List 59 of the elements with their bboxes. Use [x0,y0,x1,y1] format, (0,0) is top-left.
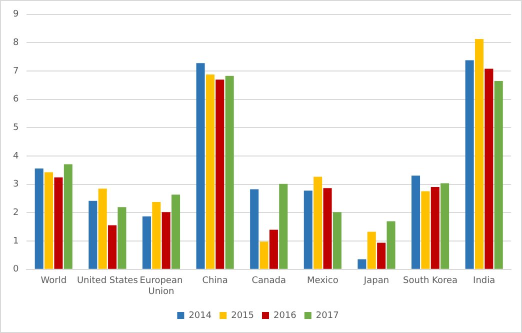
bar [260,242,268,269]
legend-label: 2014 [188,310,212,321]
y-tick-label: 6 [12,94,19,105]
bar [367,232,376,269]
bar [54,177,63,269]
bar [88,200,98,269]
bar [386,221,396,269]
x-tick-label: United States [76,276,138,286]
bar [440,183,450,269]
bar [216,80,224,269]
bar [279,184,288,269]
y-tick-label: 2 [12,208,19,218]
bar [118,207,126,269]
bar [250,189,259,269]
bar [162,212,170,269]
bar [225,76,234,269]
y-tick-label: 7 [12,66,19,76]
bar [323,188,332,269]
y-tick-label: 9 [12,10,19,20]
bar [358,259,366,269]
bar [304,190,312,269]
bar [98,188,107,269]
bar [44,172,54,269]
bar [465,60,474,269]
bar [64,164,72,269]
x-tick-label: Japan [362,276,390,286]
bar [494,80,503,269]
x-tick-label: Canada [252,276,286,286]
bar [377,242,386,269]
x-tick-label: India [473,276,496,286]
legend-label: 2015 [231,310,254,321]
bar [421,191,430,269]
bar [412,176,420,269]
bar [172,194,180,269]
y-tick-label: 0 [12,264,19,275]
bar [196,63,205,269]
y-tick-label: 3 [12,180,19,190]
bar [142,216,151,269]
bar [484,68,494,269]
x-tick-label: European Union [140,276,183,297]
bar [474,39,484,269]
bar [206,74,214,269]
y-tick-label: 8 [12,38,19,48]
y-tick-label: 4 [12,151,19,162]
x-tick-label: South Korea [403,276,458,286]
bar [430,186,440,269]
bar [34,168,44,269]
y-tick-label: 1 [12,236,19,246]
x-tick-label: China [202,276,228,286]
y-tick-label: 5 [12,123,19,134]
bar [152,202,161,269]
legend-label: 2017 [316,310,339,321]
bar [108,225,117,269]
bar [314,176,322,269]
bar [269,230,278,269]
x-tick-label: Mexico [306,276,339,286]
legend-label: 2016 [274,310,297,321]
bar [332,212,342,269]
x-tick-label: World [40,276,67,286]
